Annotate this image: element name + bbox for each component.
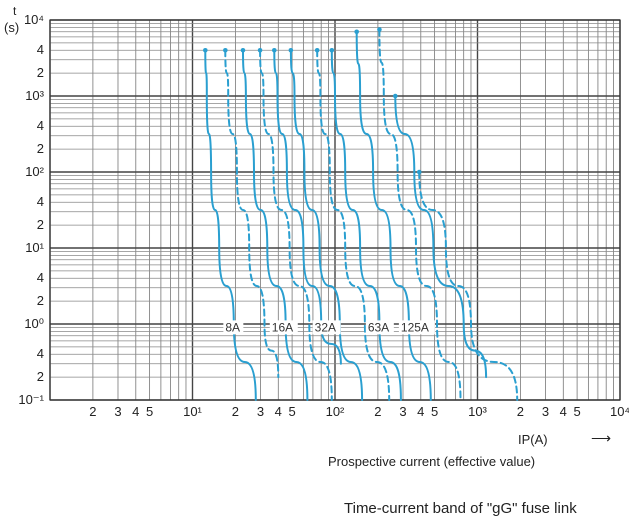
series-start-point	[354, 29, 360, 35]
x-tick-label: 10²	[326, 404, 345, 419]
x-axis-arrow-icon: ⟶	[591, 430, 612, 446]
series-curve-10	[378, 28, 462, 401]
series-start-point	[240, 47, 246, 53]
x-tick-label: 4	[417, 404, 424, 419]
x-tick-label: 3	[542, 404, 549, 419]
y-tick-label: 10¹	[25, 240, 44, 255]
y-tick-label: 2	[37, 217, 44, 232]
series-curve-8	[330, 49, 402, 401]
y-axis-label-unit: (s)	[4, 20, 20, 35]
series-label: 63A	[368, 320, 389, 334]
x-tick-label: 3	[399, 404, 406, 419]
series-start-point	[271, 47, 277, 53]
series-start-point	[329, 47, 335, 53]
series-curve-1	[204, 49, 257, 401]
series-start-point	[416, 169, 422, 175]
series-start-point	[288, 47, 294, 53]
y-tick-label: 10⁴	[24, 12, 44, 27]
x-tick-label: 3	[114, 404, 121, 419]
series-label: 8A	[225, 320, 240, 334]
series-label-bg	[398, 320, 435, 335]
series-start-point	[257, 47, 263, 53]
x-tick-label: 4	[275, 404, 282, 419]
x-tick-label: 4	[132, 404, 139, 419]
series-start-point	[223, 47, 228, 53]
series-curve-7	[316, 49, 391, 401]
y-axis-label-t: t	[13, 4, 17, 18]
y-tick-label: 4	[37, 42, 44, 57]
x-tick-label: 10³	[468, 404, 487, 419]
series-label: 32A	[315, 320, 336, 334]
x-tick-label: 10⁴	[610, 404, 629, 419]
series-curve-9	[355, 30, 432, 401]
y-tick-label: 10³	[25, 88, 44, 103]
x-axis-label: IP(A)	[518, 432, 548, 447]
series-curve-3	[242, 49, 309, 401]
x-tick-label: 2	[232, 404, 239, 419]
series-start-point	[314, 47, 320, 53]
x-tick-label: 2	[374, 404, 381, 419]
x-tick-label: 4	[560, 404, 567, 419]
series-label: 125A	[401, 320, 429, 334]
x-tick-label: 3	[257, 404, 264, 419]
chart-caption: Time-current band of "gG" fuse link	[344, 500, 577, 517]
x-tick-label: 2	[89, 404, 96, 419]
series-label-bg	[312, 320, 341, 335]
series-curve-11	[394, 95, 488, 379]
y-tick-label: 4	[37, 270, 44, 285]
series-label-bg	[223, 320, 244, 335]
series-start-point	[393, 93, 398, 99]
series-start-point	[203, 47, 208, 53]
series-start-point	[377, 27, 382, 32]
plot-frame	[49, 19, 621, 401]
series-curve-4	[259, 49, 333, 401]
y-tick-label: 2	[37, 369, 44, 384]
series-label: 16A	[272, 320, 293, 334]
y-tick-label: 4	[37, 346, 44, 361]
y-tick-label: 2	[37, 65, 44, 80]
x-tick-label: 10¹	[183, 404, 202, 419]
series-curve-12	[418, 171, 519, 401]
x-tick-label: 5	[431, 404, 438, 419]
y-tick-label: 2	[37, 293, 44, 308]
series-label-bg	[365, 320, 394, 335]
y-tick-label: 4	[37, 194, 44, 209]
x-tick-label: 5	[146, 404, 153, 419]
y-tick-label: 10⁰	[24, 316, 44, 331]
series-label-bg	[269, 320, 298, 335]
series-curve-2	[224, 49, 280, 379]
x-tick-label: 5	[573, 404, 580, 419]
y-tick-label: 2	[37, 141, 44, 156]
y-tick-label: 10⁻¹	[18, 392, 44, 407]
y-tick-label: 10²	[25, 164, 44, 179]
x-tick-label: 5	[288, 404, 295, 419]
x-axis-sublabel: Prospective current (effective value)	[328, 454, 536, 469]
x-tick-label: 2	[517, 404, 524, 419]
series-curve-6	[289, 49, 364, 401]
y-tick-label: 4	[37, 118, 44, 133]
